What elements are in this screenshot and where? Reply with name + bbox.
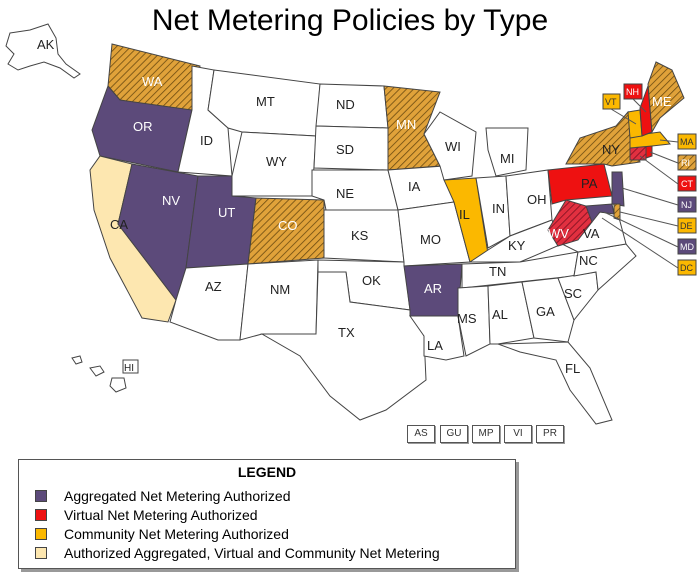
label-KS: KS (351, 228, 369, 243)
legend-label-all: Authorized Aggregated, Virtual and Commu… (64, 544, 440, 561)
label-AK: AK (37, 37, 55, 52)
state-WI[interactable] (423, 111, 477, 181)
legend-item-virtual: Virtual Net Metering Authorized (19, 505, 515, 524)
label-FL: FL (565, 361, 580, 376)
label-OH: OH (527, 192, 547, 207)
legend-title: LEGEND (237, 464, 297, 480)
legend-label-virtual: Virtual Net Metering Authorized (64, 506, 258, 523)
callout-NH: NH (626, 87, 639, 97)
map-title: Net Metering Policies by Type (151, 4, 549, 37)
label-UT: UT (218, 205, 235, 220)
territory-MP[interactable]: MP (472, 425, 500, 443)
hi-label-box (122, 359, 139, 374)
legend-swatch-virtual (35, 508, 47, 521)
territory-AS[interactable]: AS (407, 425, 435, 443)
state-AK[interactable] (5, 23, 81, 79)
label-MO: MO (420, 232, 441, 247)
state-MO[interactable] (397, 201, 471, 267)
label-ME: ME (652, 94, 672, 109)
label-NY: NY (602, 142, 620, 157)
legend-item-all: Authorized Aggregated, Virtual and Commu… (19, 543, 515, 562)
label-GA: GA (536, 304, 555, 319)
legend: LEGEND Aggregated Net Metering Authorize… (18, 459, 516, 569)
label-IL: IL (459, 207, 470, 222)
state-MS[interactable] (457, 285, 491, 357)
callout-MD: MD (680, 242, 694, 252)
label-LA: LA (427, 338, 443, 353)
label-SD: SD (336, 142, 354, 157)
label-CO: CO (278, 218, 298, 233)
callout-NJ: NJ (681, 200, 692, 210)
label-MN: MN (396, 117, 416, 132)
label-AZ: AZ (205, 279, 222, 294)
state-TX[interactable] (260, 271, 427, 421)
state-GA[interactable] (521, 277, 575, 343)
label-AR: AR (424, 281, 442, 296)
legend-item-community: Community Net Metering Authorized (19, 524, 515, 543)
legend-label-aggregated: Aggregated Net Metering Authorized (64, 487, 291, 504)
label-IA: IA (408, 179, 421, 194)
label-SC: SC (564, 286, 582, 301)
callout-VT: VT (605, 97, 617, 107)
callout-CT: CT (681, 179, 693, 189)
label-WA: WA (142, 74, 163, 89)
state-VT[interactable] (627, 109, 643, 139)
state-MI[interactable] (485, 127, 529, 177)
state-HI[interactable] (71, 355, 127, 393)
legend-swatch-all (35, 546, 47, 559)
callout-RI: RI (681, 158, 690, 168)
label-MI: MI (500, 151, 514, 166)
label-WI: WI (445, 139, 461, 154)
callout-DE: DE (680, 221, 693, 231)
us-map: AK WA OR CA ID NV UT AZ MT WY CO NM ND S… (5, 23, 697, 425)
label-ID: ID (200, 133, 213, 148)
state-NE[interactable] (311, 169, 399, 211)
callout-MA: MA (680, 137, 694, 147)
label-MS: MS (457, 311, 477, 326)
label-WV: WV (548, 226, 569, 241)
label-KY: KY (508, 238, 526, 253)
legend-swatch-community (35, 527, 47, 540)
label-MT: MT (256, 94, 275, 109)
state-NJ[interactable] (611, 171, 625, 207)
state-FL[interactable] (497, 341, 613, 425)
state-NM[interactable] (239, 259, 319, 341)
label-WY: WY (266, 154, 287, 169)
territory-VI[interactable]: VI (504, 425, 532, 443)
legend-item-aggregated: Aggregated Net Metering Authorized (19, 486, 515, 505)
legend-label-community: Community Net Metering Authorized (64, 525, 289, 542)
label-VA: VA (583, 226, 600, 241)
label-AL: AL (492, 307, 508, 322)
label-TX: TX (338, 325, 355, 340)
label-NC: NC (579, 253, 598, 268)
label-NE: NE (336, 186, 354, 201)
label-OK: OK (362, 273, 381, 288)
state-ME[interactable] (647, 61, 685, 134)
callout-DC: DC (680, 263, 693, 273)
territory-PR[interactable]: PR (536, 425, 564, 443)
state-PA[interactable] (547, 163, 613, 205)
label-NV: NV (162, 193, 180, 208)
label-IN: IN (492, 201, 505, 216)
label-OR: OR (133, 119, 153, 134)
label-HI: HI (124, 363, 134, 374)
label-NM: NM (270, 282, 290, 297)
label-CA: CA (110, 217, 128, 232)
state-WY[interactable] (231, 131, 317, 197)
state-AL[interactable] (487, 281, 535, 345)
label-TN: TN (489, 264, 506, 279)
label-PA: PA (581, 176, 598, 191)
territory-GU[interactable]: GU (440, 425, 468, 443)
label-ND: ND (336, 97, 355, 112)
legend-swatch-aggregated (35, 489, 47, 502)
